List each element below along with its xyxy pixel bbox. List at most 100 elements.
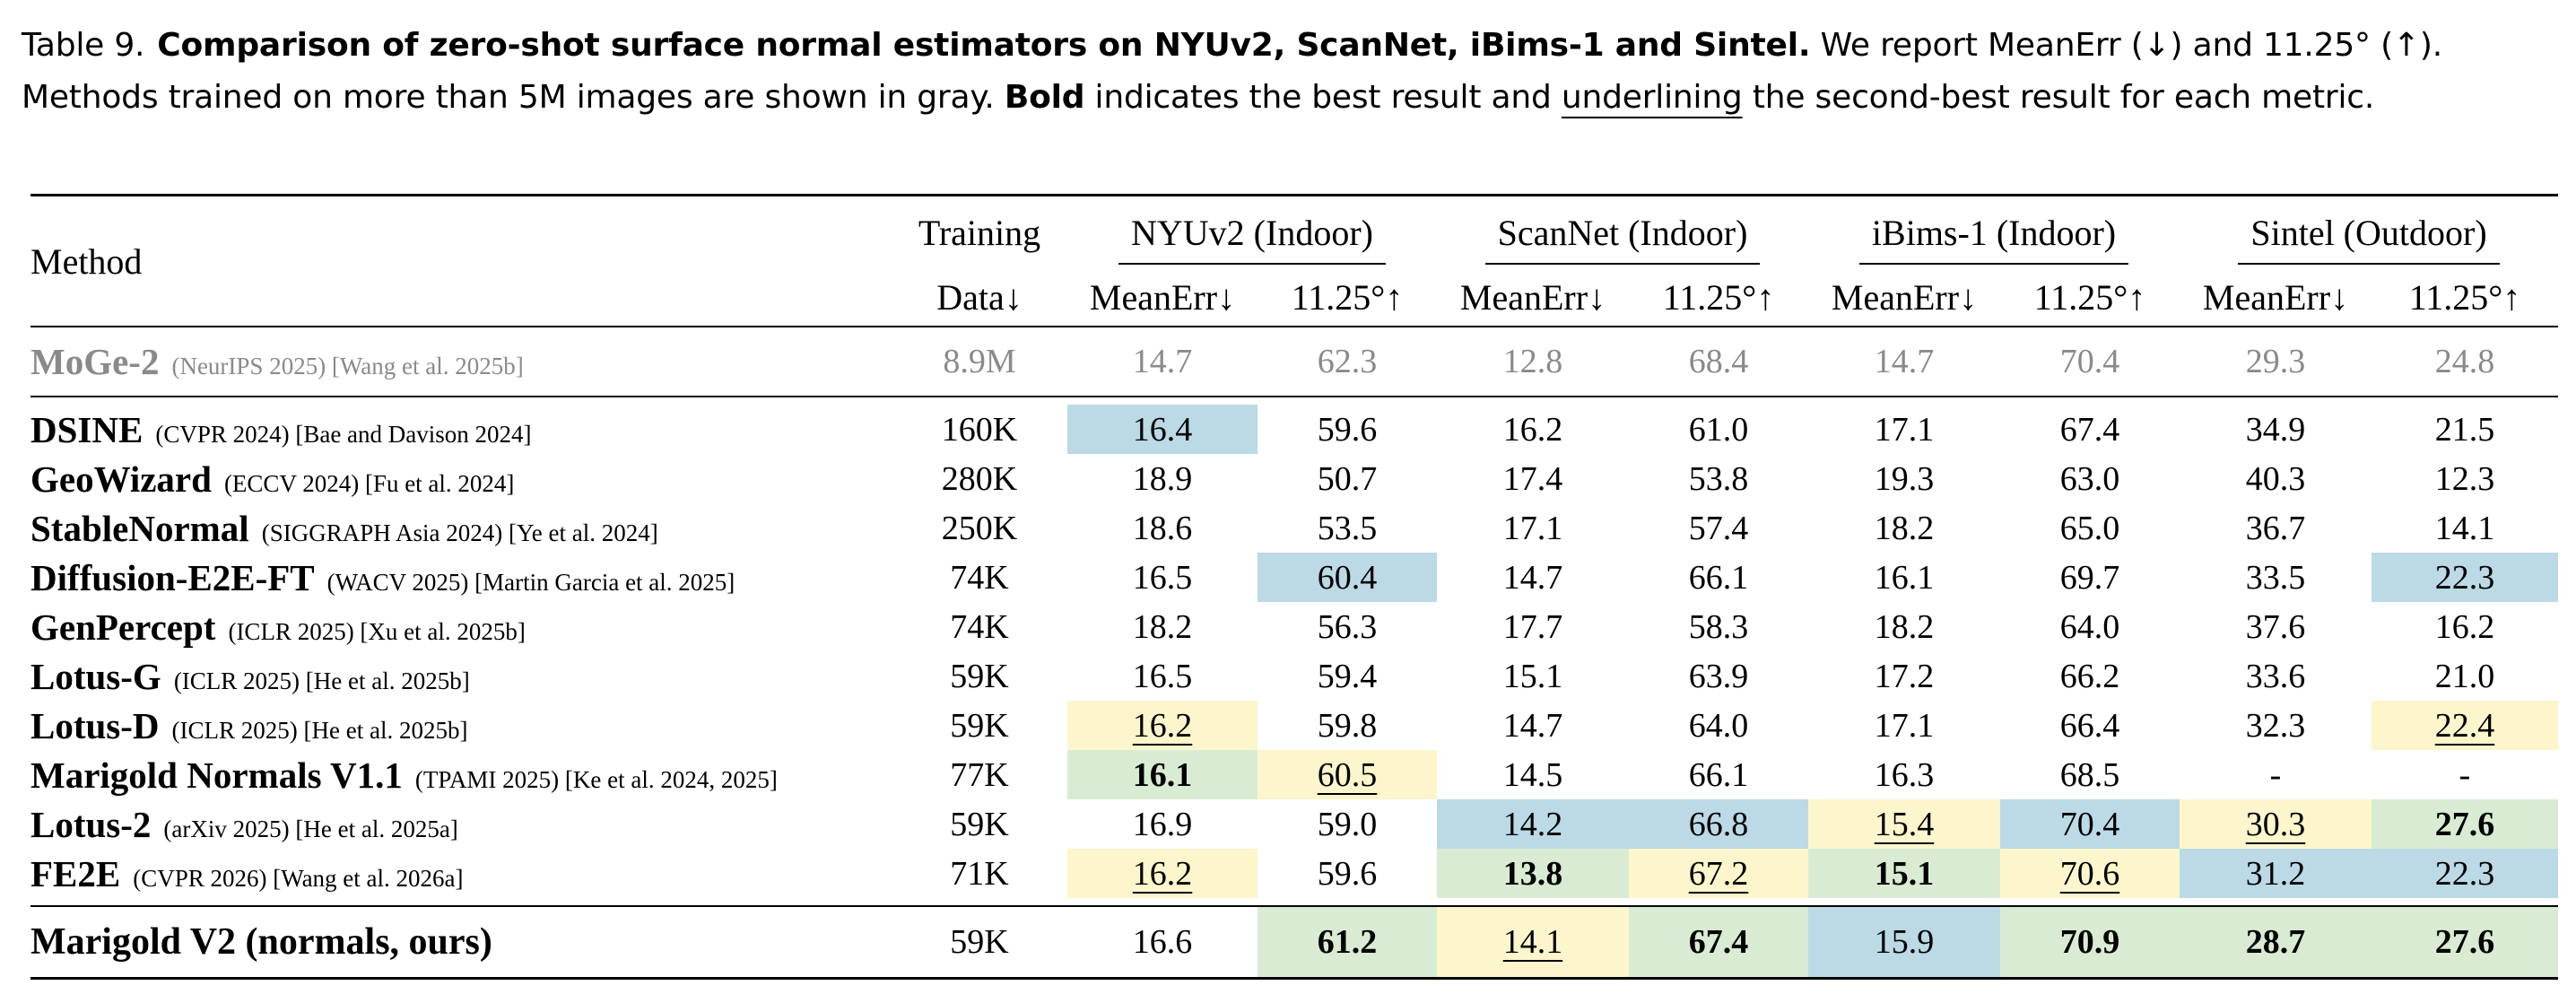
metric-cell: 14.1	[1437, 906, 1629, 979]
metric-header: 11.25°↑	[2408, 276, 2521, 318]
method-cell: Lotus-D (ICLR 2025) [He et al. 2025b]	[30, 701, 892, 750]
metric-cell: 12.8	[1437, 327, 1629, 397]
metric-cell: 14.7	[1437, 553, 1629, 602]
method-venue: (SIGGRAPH Asia 2024) [Ye et al. 2024]	[261, 519, 658, 546]
metric-cell: 34.9	[2180, 405, 2371, 454]
method-venue: (CVPR 2026) [Wang et al. 2026a]	[133, 864, 464, 892]
metric-value: 16.5	[1132, 657, 1193, 695]
table-row: Diffusion-E2E-FT (WACV 2025) [Martin Garc…	[30, 553, 2558, 602]
metric-cell: 66.2	[2000, 651, 2180, 701]
metric-cell: 16.4	[1067, 405, 1258, 454]
method-venue: (ICLR 2025) [Xu et al. 2025b]	[228, 617, 526, 645]
metric-cell: 70.4	[2000, 799, 2180, 849]
metric-value: 27.6	[2434, 923, 2495, 961]
metric-cell: 53.5	[1258, 503, 1437, 553]
metric-value: 63.0	[2059, 459, 2120, 498]
metric-cell: 61.0	[1629, 405, 1808, 454]
method-cell: FE2E (CVPR 2026) [Wang et al. 2026a]	[30, 849, 892, 898]
metric-cell: 60.4	[1258, 553, 1437, 602]
method-cell: MoGe-2 (NeurIPS 2025) [Wang et al. 2025b]	[30, 327, 892, 397]
training-data-cell: 59K	[950, 805, 1009, 843]
method-cell: Lotus-G (ICLR 2025) [He et al. 2025b]	[30, 651, 892, 701]
metric-cell: 67.4	[1629, 906, 1808, 979]
caption-text-3: the second-best result for each metric.	[1742, 79, 2375, 116]
metric-value: 22.4	[2434, 706, 2495, 745]
metric-value: 14.7	[1502, 558, 1563, 597]
metric-cell: 22.3	[2371, 553, 2558, 602]
metric-cell: 24.8	[2371, 327, 2558, 397]
method-cell: Diffusion-E2E-FT (WACV 2025) [Martin Garc…	[30, 553, 892, 602]
metric-cell: 56.3	[1258, 602, 1437, 651]
metric-value: 68.5	[2059, 755, 2120, 794]
metric-value: 18.2	[1132, 607, 1193, 646]
metric-value: 67.4	[1688, 923, 1749, 961]
metric-value: 12.3	[2434, 459, 2495, 498]
metric-value: 66.8	[1688, 805, 1749, 843]
metric-cell: 27.6	[2371, 799, 2558, 849]
metric-header: MeanErr↓	[1831, 276, 1978, 318]
metric-cell: 14.1	[2371, 503, 2558, 553]
metric-header: 11.25°↑	[1291, 276, 1404, 318]
metric-cell: 21.5	[2371, 405, 2558, 454]
metric-value: 22.3	[2434, 558, 2495, 597]
metric-cell: 68.4	[1629, 327, 1808, 397]
method-venue: (CVPR 2024) [Bae and Davison 2024]	[155, 420, 532, 448]
metric-value: 59.8	[1317, 706, 1378, 745]
metric-cell: 16.1	[1067, 750, 1258, 799]
metric-cell: 63.0	[2000, 454, 2180, 503]
metric-cell: 12.3	[2371, 454, 2558, 503]
metric-cell: 21.0	[2371, 651, 2558, 701]
metric-value: 57.4	[1688, 509, 1749, 547]
metric-value: 21.0	[2434, 657, 2495, 695]
metric-cell: 17.1	[1808, 405, 2000, 454]
training-data-cell: 77K	[950, 755, 1009, 794]
metric-header: 11.25°↑	[2033, 276, 2146, 318]
metric-value: 14.5	[1502, 755, 1563, 794]
method-venue: (arXiv 2025) [He et al. 2025a]	[163, 815, 458, 842]
table-row: Lotus-G (ICLR 2025) [He et al. 2025b] 59K 1…	[30, 651, 2558, 701]
metric-value: 68.4	[1688, 343, 1749, 380]
metric-cell: 18.6	[1067, 503, 1258, 553]
metric-cell: 18.9	[1067, 454, 1258, 503]
table-row: Marigold V2 (normals, ours) 59K 16.6 61.2 14…	[30, 906, 2558, 979]
metric-value: 53.8	[1688, 459, 1749, 498]
group-header-sintel: Sintel (Outdoor)	[2180, 196, 2558, 269]
table-row: Lotus-D (ICLR 2025) [He et al. 2025b] 59K 1…	[30, 701, 2558, 750]
metric-cell: 66.8	[1629, 799, 1808, 849]
metric-cell: 31.2	[2180, 849, 2371, 898]
metric-value: 14.1	[1502, 923, 1563, 961]
metric-value: 16.2	[2434, 607, 2495, 646]
metric-cell: 14.7	[1437, 701, 1629, 750]
metric-value: 53.5	[1317, 509, 1378, 547]
metric-cell: 58.3	[1629, 602, 1808, 651]
method-name: Lotus-D	[30, 704, 160, 746]
metric-value: 70.6	[2059, 854, 2120, 893]
training-data-cell: 280K	[941, 459, 1018, 498]
metric-value: 14.7	[1502, 706, 1563, 745]
metric-value: 17.2	[1874, 657, 1935, 695]
method-name: DSINE	[30, 408, 144, 450]
metric-value: 17.1	[1874, 706, 1935, 745]
metric-cell: 29.3	[2180, 327, 2371, 397]
method-name: Lotus-G	[30, 655, 161, 697]
metric-cell: 16.2	[1437, 405, 1629, 454]
metric-value: 18.2	[1874, 509, 1935, 547]
metric-cell: 28.7	[2180, 906, 2371, 979]
metric-cell: 14.7	[1067, 327, 1258, 397]
metric-value: 60.5	[1317, 755, 1378, 794]
metric-cell: 22.4	[2371, 701, 2558, 750]
metric-cell: 16.2	[2371, 602, 2558, 651]
metric-value: 21.5	[2434, 410, 2495, 449]
metric-value: 12.8	[1502, 343, 1563, 380]
metric-value: 17.7	[1502, 607, 1563, 646]
metric-value: 69.7	[2059, 558, 2120, 597]
metric-cell: 59.4	[1258, 651, 1437, 701]
metric-cell: 59.8	[1258, 701, 1437, 750]
metric-cell: 27.6	[2371, 906, 2558, 979]
table-row: MoGe-2 (NeurIPS 2025) [Wang et al. 2025b]…	[30, 327, 2558, 397]
method-name: GenPercept	[30, 606, 216, 648]
metric-value: -	[2459, 755, 2471, 794]
metric-cell: 66.4	[2000, 701, 2180, 750]
metric-cell: 14.7	[1808, 327, 2000, 397]
metric-value: 61.2	[1317, 923, 1378, 961]
